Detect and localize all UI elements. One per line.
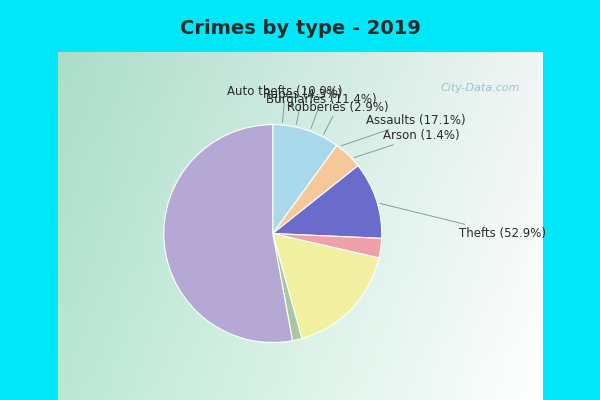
Wedge shape (273, 125, 337, 234)
Text: Thefts (52.9%): Thefts (52.9%) (380, 203, 546, 240)
Text: Assaults (17.1%): Assaults (17.1%) (341, 114, 466, 146)
Text: Arson (1.4%): Arson (1.4%) (354, 129, 460, 158)
Text: Auto thefts (10.0%): Auto thefts (10.0%) (227, 85, 343, 122)
Text: Crimes by type - 2019: Crimes by type - 2019 (179, 18, 421, 38)
Text: Rapes (4.3%): Rapes (4.3%) (263, 88, 342, 124)
Text: Robberies (2.9%): Robberies (2.9%) (287, 100, 388, 134)
Wedge shape (273, 146, 358, 234)
Wedge shape (164, 125, 293, 342)
Wedge shape (273, 234, 382, 258)
Text: City-Data.com: City-Data.com (440, 83, 520, 93)
Text: Burglaries (11.4%): Burglaries (11.4%) (266, 94, 377, 128)
Wedge shape (273, 166, 382, 238)
Wedge shape (273, 234, 379, 338)
Wedge shape (273, 234, 302, 341)
